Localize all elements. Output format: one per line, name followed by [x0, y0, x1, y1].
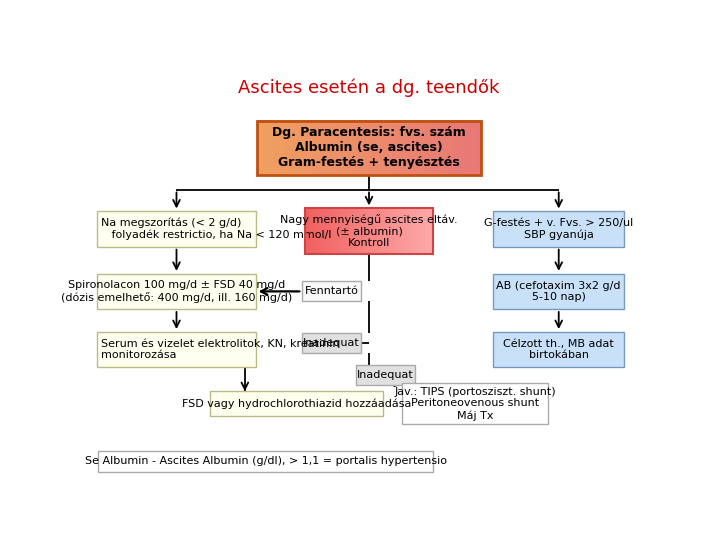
Text: Jav.: TIPS (portosziszt. shunt)
Peritoneovenous shunt
Máj Tx: Jav.: TIPS (portosziszt. shunt) Peritone… — [395, 387, 556, 421]
Text: Dg. Paracentesis: fvs. szám
Albumin (se, ascites)
Gram-festés + tenyésztés: Dg. Paracentesis: fvs. szám Albumin (se,… — [272, 126, 466, 170]
Text: Inadequat: Inadequat — [303, 339, 360, 348]
Text: Na megszorítás (< 2 g/d)
   folyadék restrictio, ha Na < 120 mmol/l: Na megszorítás (< 2 g/d) folyadék restri… — [102, 218, 332, 240]
FancyBboxPatch shape — [302, 333, 361, 353]
Text: Célzott th., MB adat
birtokában: Célzott th., MB adat birtokában — [503, 339, 614, 360]
FancyBboxPatch shape — [97, 274, 256, 309]
FancyBboxPatch shape — [493, 274, 624, 309]
Text: Fenntartó: Fenntartó — [305, 286, 359, 296]
FancyBboxPatch shape — [493, 211, 624, 247]
FancyBboxPatch shape — [210, 391, 383, 416]
Text: Spironolacon 100 mg/d ± FSD 40 mg/d
(dózis emelhető: 400 mg/d, ill. 160 mg/d): Spironolacon 100 mg/d ± FSD 40 mg/d (dóz… — [61, 280, 292, 303]
Text: G-festés + v. Fvs. > 250/ul
SBP gyanúja: G-festés + v. Fvs. > 250/ul SBP gyanúja — [484, 218, 634, 240]
FancyBboxPatch shape — [97, 211, 256, 247]
Text: Serum és vizelet elektrolitok, KN, kreatinin
monitorozása: Serum és vizelet elektrolitok, KN, kreat… — [102, 339, 340, 360]
FancyBboxPatch shape — [402, 383, 547, 424]
FancyBboxPatch shape — [302, 281, 361, 301]
Text: Se Albumin - Ascites Albumin (g/dl), > 1,1 = portalis hypertensio: Se Albumin - Ascites Albumin (g/dl), > 1… — [85, 456, 447, 467]
Text: AB (cefotaxim 3x2 g/d
5-10 nap): AB (cefotaxim 3x2 g/d 5-10 nap) — [497, 281, 621, 302]
FancyBboxPatch shape — [356, 364, 415, 384]
FancyBboxPatch shape — [493, 332, 624, 367]
FancyBboxPatch shape — [97, 332, 256, 367]
FancyBboxPatch shape — [99, 451, 433, 472]
Text: Inadequat: Inadequat — [357, 369, 414, 380]
Text: FSD vagy hydrochlorothiazid hozzáadása: FSD vagy hydrochlorothiazid hozzáadása — [181, 399, 411, 409]
Text: Ascites esetén a dg. teendők: Ascites esetén a dg. teendők — [238, 78, 500, 97]
Text: Nagy mennyiségű ascites eltáv.
(± albumin)
Kontroll: Nagy mennyiségű ascites eltáv. (± albumi… — [280, 214, 458, 248]
